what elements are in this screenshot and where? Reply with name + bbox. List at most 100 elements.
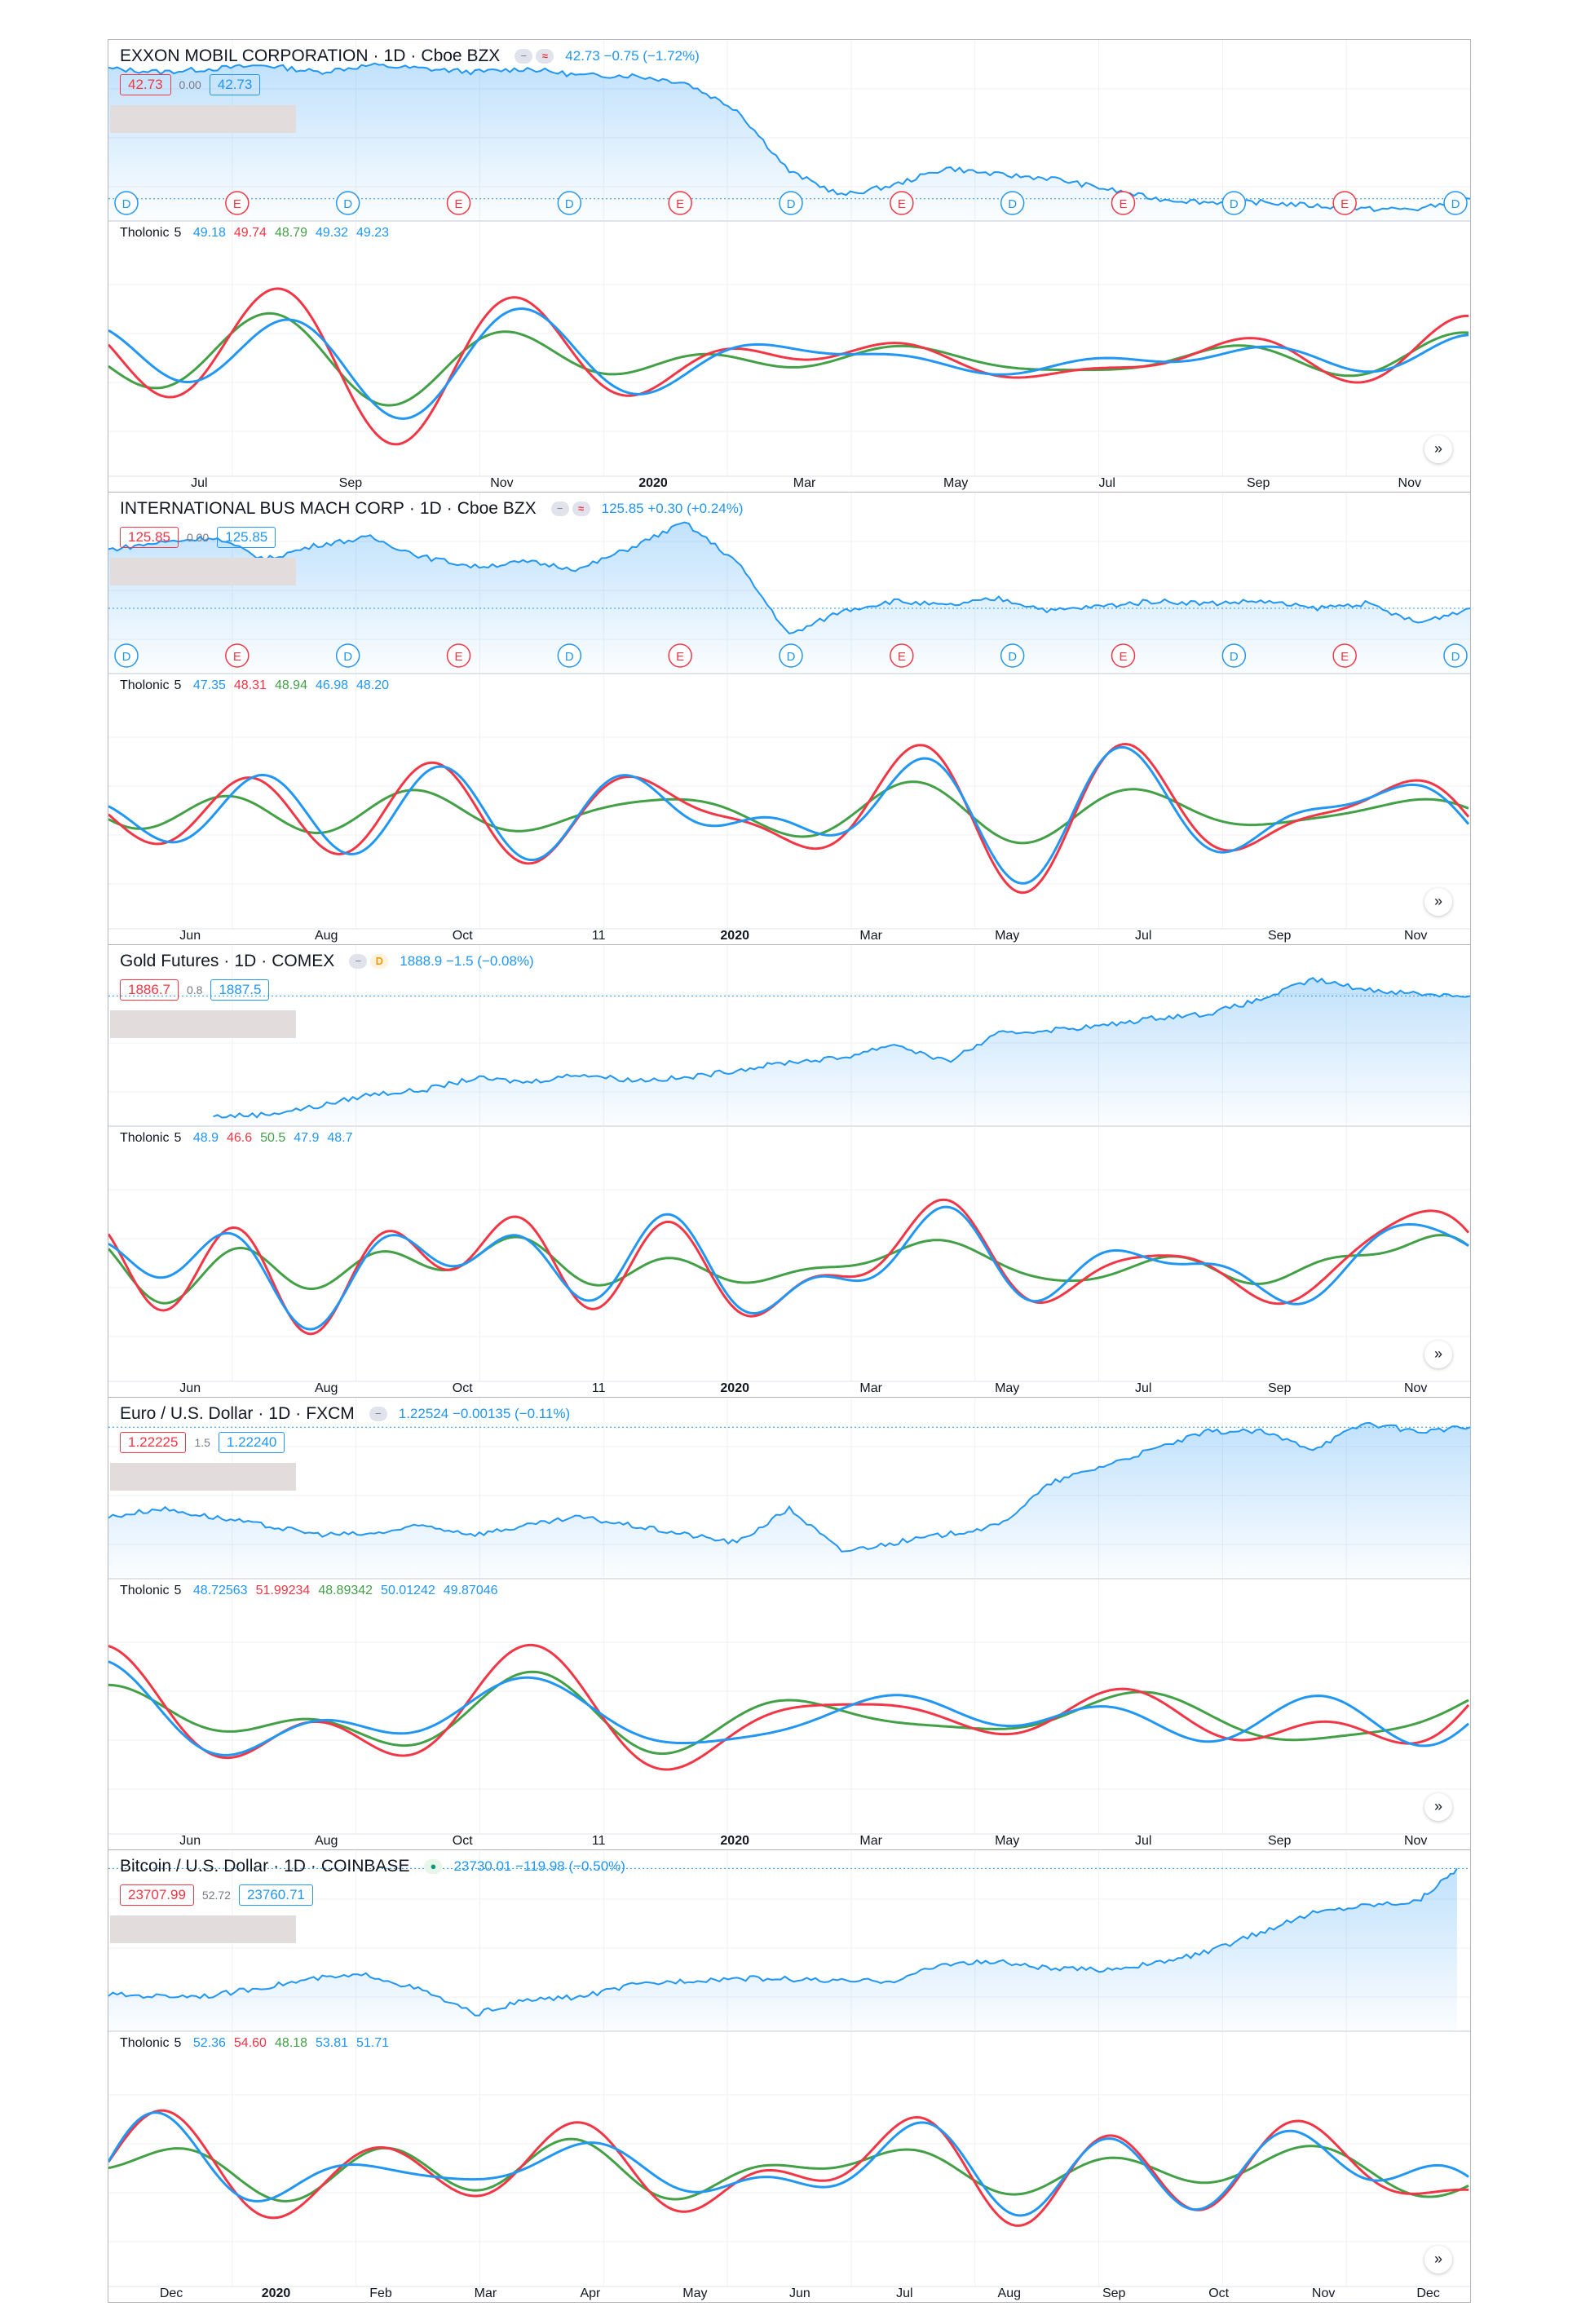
hidden-label-box <box>110 105 296 133</box>
dividend-marker[interactable]: D <box>779 643 803 668</box>
time-axis-label: Nov <box>1404 929 1427 943</box>
buy-button[interactable]: 42.73 <box>209 74 261 95</box>
indicator-legend[interactable]: Tholonic 5 48.9 46.6 50.5 47.9 48.7 <box>120 1131 361 1146</box>
indicator-legend[interactable]: Tholonic 5 48.72563 51.99234 48.89342 50.012… <box>120 1584 506 1598</box>
scroll-to-realtime-button[interactable]: » <box>1424 1341 1452 1368</box>
interval[interactable]: 1D <box>268 1404 291 1423</box>
chart-plot[interactable]: D E D E D E D E D E D E D Jun Aug Oct 11 2020 Mar May Jul Sep… <box>108 493 1470 944</box>
earnings-marker[interactable]: E <box>1332 643 1357 668</box>
last-quote: 1.22524 −0.00135 (−0.11%) <box>398 1406 571 1421</box>
indicator-value: 49.74 <box>233 226 267 240</box>
dividend-marker[interactable]: D <box>1443 643 1468 668</box>
symbol-name[interactable]: Bitcoin / U.S. Dollar <box>120 1857 269 1876</box>
price-line <box>108 1421 1470 1553</box>
interval[interactable]: 1D <box>419 499 442 518</box>
buy-button[interactable]: 125.85 <box>217 527 276 548</box>
status-badge[interactable]: − <box>515 49 533 64</box>
chart-panel[interactable]: D E D E D E D E D E D E D Jul Sep Nov 2020 Mar May Jul Sep No… <box>108 39 1471 492</box>
buy-button[interactable]: 23760.71 <box>238 1884 313 1906</box>
event-label: E <box>454 650 462 664</box>
symbol-name[interactable]: Euro / U.S. Dollar <box>120 1404 254 1423</box>
scroll-to-realtime-button[interactable]: » <box>1424 888 1452 916</box>
status-badge[interactable]: ≈ <box>572 501 590 516</box>
status-badge[interactable]: D <box>370 954 389 969</box>
chart-panel[interactable]: D E D E D E D E D E D E D Jun Aug Oct 11 2020 Mar May Jul Sep… <box>108 492 1471 944</box>
earnings-marker[interactable]: E <box>1332 191 1357 215</box>
status-badge[interactable]: − <box>369 1407 387 1421</box>
chart-plot[interactable]: Dec 2020 Feb Mar Apr May Jun Jul Aug Sep Oct Nov Dec <box>108 1850 1470 2302</box>
status-badge[interactable]: − <box>550 501 569 516</box>
time-axis-label: Jun <box>179 929 201 943</box>
interval[interactable]: 1D <box>234 952 257 970</box>
scroll-to-realtime-button[interactable]: » <box>1424 1793 1452 1821</box>
earnings-marker[interactable]: E <box>890 643 914 668</box>
price-area <box>108 522 1470 672</box>
hidden-label-box <box>110 1463 296 1491</box>
interval[interactable]: 1D <box>284 1857 306 1876</box>
dividend-marker[interactable]: D <box>114 191 139 215</box>
symbol-name[interactable]: INTERNATIONAL BUS MACH CORP <box>120 499 404 518</box>
spread: 0.00 <box>187 531 210 544</box>
dividend-marker[interactable]: D <box>779 191 803 215</box>
chart-panel[interactable]: Dec 2020 Feb Mar Apr May Jun Jul Aug Sep Oct Nov Dec… <box>108 1849 1471 2303</box>
dividend-marker[interactable]: D <box>335 643 360 668</box>
chart-panel[interactable]: Jun Aug Oct 11 2020 Mar May Jul Sep Nov Euro / U.… <box>108 1397 1471 1849</box>
time-axis-label: 2020 <box>720 1834 749 1848</box>
buy-button[interactable]: 1.22240 <box>218 1432 285 1453</box>
status-badge[interactable]: − <box>349 954 368 969</box>
time-axis-label: 2020 <box>262 2286 291 2300</box>
dividend-marker[interactable]: D <box>1221 191 1247 215</box>
dividend-marker[interactable]: D <box>1443 191 1468 215</box>
indicator-name: Tholonic <box>120 226 170 240</box>
earnings-marker[interactable]: E <box>225 643 250 668</box>
sell-button[interactable]: 23707.99 <box>120 1884 194 1906</box>
earnings-marker[interactable]: E <box>1111 191 1136 215</box>
time-axis-label: Oct <box>453 929 473 943</box>
time-axis-label: Jul <box>896 2286 912 2300</box>
last-quote: 125.85 +0.30 (+0.24%) <box>601 501 744 516</box>
chart-panel[interactable]: Jun Aug Oct 11 2020 Mar May Jul Sep Nov Gold Futu… <box>108 944 1471 1397</box>
dividend-marker[interactable]: D <box>1000 643 1025 668</box>
earnings-marker[interactable]: E <box>225 191 250 215</box>
earnings-marker[interactable]: E <box>446 191 471 215</box>
status-badge[interactable]: ● <box>424 1859 443 1874</box>
dividend-marker[interactable]: D <box>114 643 139 668</box>
sell-button[interactable]: 1886.7 <box>120 979 179 1001</box>
sell-button[interactable]: 1.22225 <box>120 1432 187 1453</box>
event-label: D <box>565 650 574 664</box>
interval[interactable]: 1D <box>383 46 406 65</box>
earnings-marker[interactable]: E <box>668 191 692 215</box>
chart-plot[interactable]: Jun Aug Oct 11 2020 Mar May Jul Sep Nov <box>108 945 1470 1397</box>
scroll-to-realtime-button[interactable]: » <box>1424 435 1452 463</box>
indicator-legend[interactable]: Tholonic 5 52.36 54.60 48.18 53.81 51.71 <box>120 2036 397 2051</box>
sell-button[interactable]: 42.73 <box>120 74 171 95</box>
indicator-value: 49.32 <box>315 226 349 240</box>
oscillator-line <box>108 287 1469 446</box>
chart-plot[interactable]: D E D E D E D E D E D E D Jul Sep Nov 2020 Mar May Jul Sep No… <box>108 40 1470 492</box>
symbol-name[interactable]: Gold Futures <box>120 952 219 970</box>
status-badge[interactable]: ≈ <box>536 49 554 64</box>
time-axis-label: 2020 <box>720 929 749 943</box>
time-axis-label: Aug <box>315 1834 338 1848</box>
time-axis-label: Dec <box>160 2286 183 2300</box>
earnings-marker[interactable]: E <box>890 191 914 215</box>
dividend-marker[interactable]: D <box>1000 191 1025 215</box>
earnings-marker[interactable]: E <box>1111 643 1136 668</box>
symbol-header: INTERNATIONAL BUS MACH CORP · 1D · Cboe BZ… <box>120 499 744 518</box>
sell-button[interactable]: 125.85 <box>120 527 179 548</box>
earnings-circle <box>446 191 471 215</box>
dividend-marker[interactable]: D <box>557 643 582 668</box>
time-axis-label: Feb <box>369 2286 392 2300</box>
symbol-name[interactable]: EXXON MOBIL CORPORATION <box>120 46 369 65</box>
earnings-marker[interactable]: E <box>446 643 471 668</box>
dividend-marker[interactable]: D <box>335 191 360 215</box>
buy-button[interactable]: 1887.5 <box>210 979 270 1001</box>
dividend-marker[interactable]: D <box>557 191 582 215</box>
chart-plot[interactable]: Jun Aug Oct 11 2020 Mar May Jul Sep Nov <box>108 1398 1470 1849</box>
indicator-legend[interactable]: Tholonic 5 49.18 49.74 48.79 49.32 49.23 <box>120 226 397 241</box>
scroll-to-realtime-button[interactable]: » <box>1424 2246 1452 2273</box>
dividend-marker[interactable]: D <box>1221 643 1247 668</box>
earnings-marker[interactable]: E <box>668 643 692 668</box>
oscillator-line <box>108 742 1470 895</box>
indicator-legend[interactable]: Tholonic 5 47.35 48.31 48.94 46.98 48.20 <box>120 678 397 693</box>
